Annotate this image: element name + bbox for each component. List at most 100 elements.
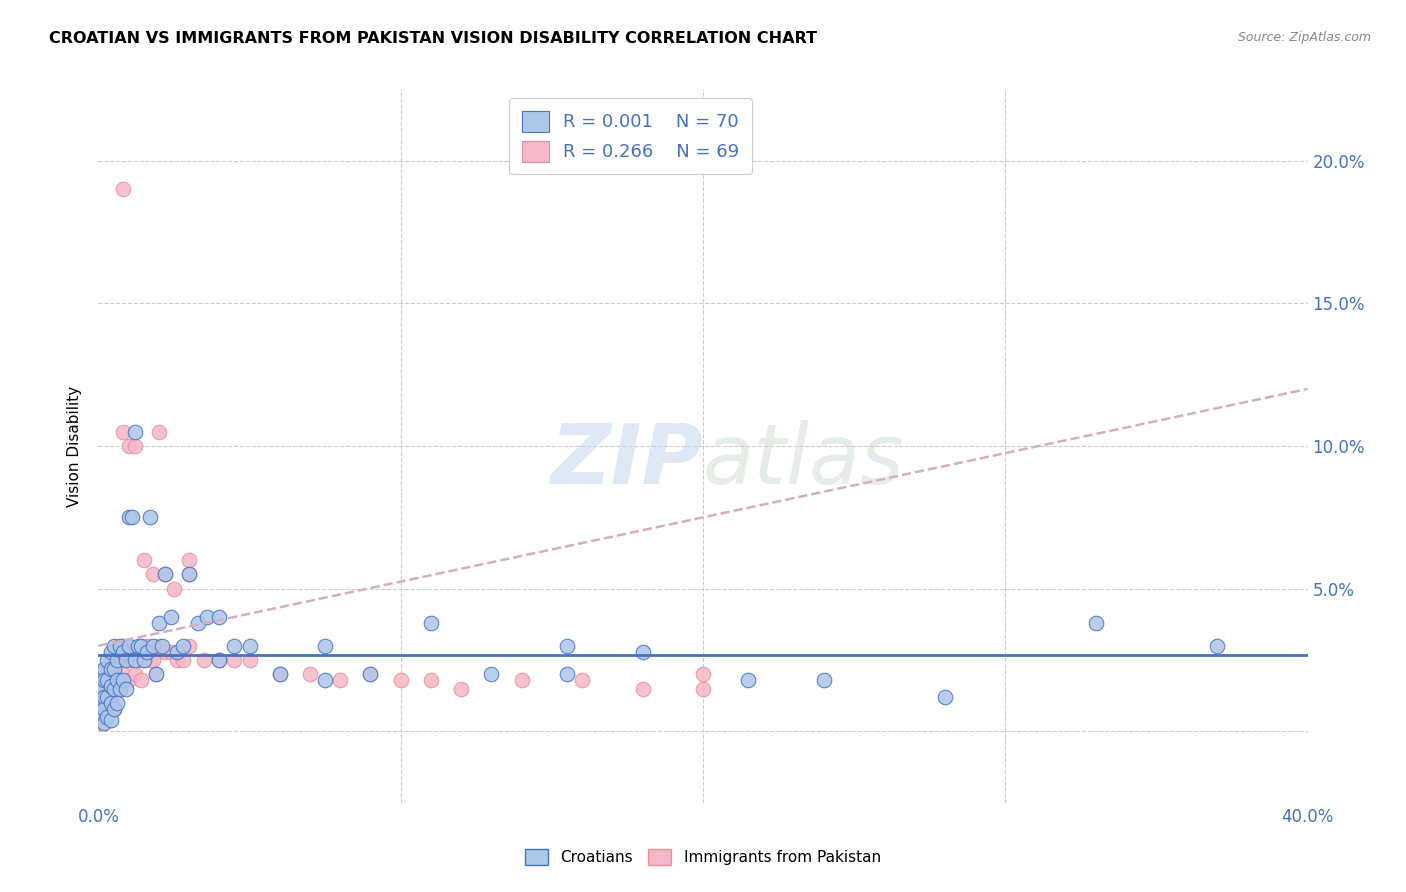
Point bbox=[166, 644, 188, 658]
Point bbox=[166, 653, 188, 667]
Point bbox=[103, 681, 125, 696]
Point bbox=[145, 667, 167, 681]
Point bbox=[153, 567, 176, 582]
Point bbox=[118, 510, 141, 524]
Point bbox=[179, 553, 201, 567]
Text: ZIP: ZIP bbox=[550, 420, 703, 500]
Point bbox=[737, 673, 759, 687]
Point bbox=[90, 667, 112, 681]
Point bbox=[114, 681, 136, 696]
Point bbox=[100, 662, 122, 676]
Point bbox=[314, 673, 336, 687]
Point bbox=[269, 667, 291, 681]
Point bbox=[420, 615, 443, 630]
Point bbox=[135, 639, 157, 653]
Point bbox=[118, 644, 141, 658]
Point bbox=[108, 653, 131, 667]
Legend: R = 0.001    N = 70, R = 0.266    N = 69: R = 0.001 N = 70, R = 0.266 N = 69 bbox=[509, 98, 752, 174]
Point bbox=[148, 615, 170, 630]
Point bbox=[329, 673, 352, 687]
Point bbox=[208, 653, 231, 667]
Point bbox=[93, 681, 115, 696]
Point bbox=[142, 653, 165, 667]
Point bbox=[103, 681, 125, 696]
Point bbox=[124, 425, 146, 439]
Point bbox=[108, 681, 131, 696]
Point bbox=[100, 653, 122, 667]
Point bbox=[100, 713, 122, 727]
Point bbox=[163, 582, 186, 596]
Point bbox=[127, 653, 149, 667]
Point bbox=[187, 615, 209, 630]
Point bbox=[111, 644, 134, 658]
Point bbox=[124, 667, 146, 681]
Point bbox=[150, 639, 173, 653]
Point bbox=[450, 681, 472, 696]
Point bbox=[90, 696, 112, 710]
Point bbox=[571, 673, 593, 687]
Point bbox=[193, 653, 215, 667]
Point bbox=[90, 715, 112, 730]
Point bbox=[100, 673, 122, 687]
Point bbox=[121, 653, 143, 667]
Point bbox=[389, 673, 412, 687]
Point bbox=[179, 567, 201, 582]
Point bbox=[103, 662, 125, 676]
Point bbox=[96, 681, 118, 696]
Point bbox=[100, 696, 122, 710]
Point bbox=[1206, 639, 1229, 653]
Point bbox=[224, 639, 246, 653]
Point bbox=[103, 639, 125, 653]
Point bbox=[90, 681, 112, 696]
Point bbox=[172, 639, 194, 653]
Point bbox=[96, 667, 118, 681]
Point bbox=[135, 644, 157, 658]
Point bbox=[153, 567, 176, 582]
Point bbox=[90, 710, 112, 724]
Point bbox=[124, 439, 146, 453]
Point bbox=[111, 673, 134, 687]
Point bbox=[90, 667, 112, 681]
Point bbox=[124, 653, 146, 667]
Point bbox=[195, 610, 218, 624]
Point bbox=[172, 653, 194, 667]
Text: CROATIAN VS IMMIGRANTS FROM PAKISTAN VISION DISABILITY CORRELATION CHART: CROATIAN VS IMMIGRANTS FROM PAKISTAN VIS… bbox=[49, 31, 817, 46]
Point bbox=[111, 425, 134, 439]
Point bbox=[160, 610, 183, 624]
Point bbox=[132, 653, 155, 667]
Point bbox=[90, 710, 112, 724]
Point bbox=[96, 673, 118, 687]
Point bbox=[90, 681, 112, 696]
Point bbox=[132, 653, 155, 667]
Point bbox=[114, 653, 136, 667]
Point bbox=[692, 681, 714, 696]
Point bbox=[314, 639, 336, 653]
Point bbox=[224, 653, 246, 667]
Point bbox=[692, 667, 714, 681]
Point bbox=[93, 673, 115, 687]
Point bbox=[148, 425, 170, 439]
Point bbox=[103, 662, 125, 676]
Point bbox=[153, 644, 176, 658]
Point bbox=[100, 696, 122, 710]
Point bbox=[100, 679, 122, 693]
Legend: Croatians, Immigrants from Pakistan: Croatians, Immigrants from Pakistan bbox=[519, 843, 887, 871]
Point bbox=[142, 639, 165, 653]
Point bbox=[93, 710, 115, 724]
Point bbox=[93, 690, 115, 705]
Point bbox=[108, 639, 131, 653]
Point bbox=[103, 701, 125, 715]
Point bbox=[105, 696, 128, 710]
Point bbox=[139, 510, 162, 524]
Point bbox=[129, 673, 152, 687]
Point bbox=[105, 673, 128, 687]
Point bbox=[142, 567, 165, 582]
Point bbox=[1085, 615, 1108, 630]
Point bbox=[360, 667, 382, 681]
Point bbox=[239, 639, 262, 653]
Point bbox=[93, 701, 115, 715]
Point bbox=[481, 667, 503, 681]
Point bbox=[93, 662, 115, 676]
Point bbox=[148, 639, 170, 653]
Point bbox=[108, 681, 131, 696]
